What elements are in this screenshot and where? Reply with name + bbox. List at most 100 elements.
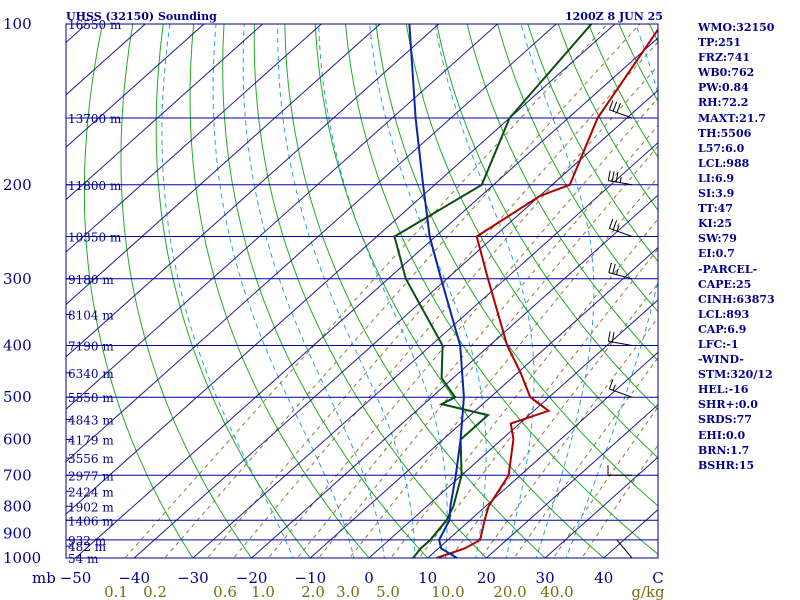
isotherm <box>66 24 499 410</box>
height-label: 482 m <box>68 540 107 554</box>
station-title: UHSS (32150) Sounding <box>66 10 217 23</box>
sounding-traces <box>393 24 658 558</box>
temperature-tick-label: −20 <box>236 569 268 587</box>
mixing-ratio-tick-label: 10.0 <box>431 583 464 600</box>
temperature-trace <box>436 27 658 558</box>
moist-adiabat <box>369 24 487 558</box>
isotherm <box>485 404 658 558</box>
dry-adiabat <box>527 24 658 263</box>
parcel-trace <box>408 24 465 558</box>
wind-barb-flag <box>607 170 611 181</box>
mixing-ratio-line <box>296 124 658 558</box>
height-label: 4843 m <box>68 413 114 427</box>
index-item: LCL:893 <box>698 307 750 321</box>
mixing-ratio-line <box>206 41 658 558</box>
index-item: FRZ:741 <box>698 51 751 65</box>
mixing-ratio-line <box>267 97 658 558</box>
height-label: 3556 m <box>68 452 114 466</box>
dry-adiabat <box>189 24 370 558</box>
temperature-tick-label: −40 <box>118 569 150 587</box>
moist-adiabat <box>242 24 385 558</box>
temperature-tick-label: 40 <box>594 569 613 587</box>
index-item: SW:79 <box>698 232 737 246</box>
index-item: WB0:762 <box>698 66 755 80</box>
wind-barb-flag <box>616 268 619 275</box>
moist-adiabat <box>161 24 294 558</box>
sounding-time: 1200Z 8 JUN 25 <box>565 10 663 23</box>
mixing-ratio-tick-label: 0.2 <box>143 583 167 600</box>
index-item: BSHR:15 <box>698 458 755 472</box>
dry-adiabat <box>253 24 488 558</box>
index-item: -WIND- <box>698 353 744 367</box>
index-item: SHR+:0.0 <box>698 398 758 412</box>
height-label: 13700 m <box>68 112 122 126</box>
isotherm <box>133 89 658 558</box>
isotherm <box>66 24 557 463</box>
index-item: LCL:988 <box>698 156 750 170</box>
wind-barb-flag <box>616 103 621 113</box>
isotherm <box>66 24 323 253</box>
wind-barb-flag <box>612 101 618 112</box>
moist-adiabat <box>565 24 658 558</box>
dry-adiabat <box>466 24 658 362</box>
dry-adiabat <box>314 24 605 558</box>
moist-adiabat <box>318 24 448 558</box>
wind-barbs <box>607 0 633 558</box>
height-label: 932 m <box>68 534 107 548</box>
moist-adiabat <box>212 24 355 558</box>
index-item: CAPE:25 <box>698 277 752 291</box>
isotherm <box>66 24 616 515</box>
index-item: TT:47 <box>698 202 733 216</box>
index-item: HEL:-16 <box>698 383 749 397</box>
wind-barb-staff <box>616 539 633 558</box>
wind-barb-flag <box>619 176 622 183</box>
mixing-ratio-tick-label: 2.0 <box>301 583 325 600</box>
isotherms <box>66 24 658 558</box>
height-label: 11800 m <box>68 179 122 193</box>
isotherm <box>66 24 205 148</box>
height-label: 8104 m <box>68 309 114 323</box>
wind-barb-flag <box>608 100 614 110</box>
wind-barb-flag <box>611 171 615 182</box>
isotherm <box>544 456 658 558</box>
mixing-ratio-line <box>124 24 608 558</box>
isotherm <box>426 351 658 558</box>
height-label: 2424 m <box>68 485 114 499</box>
temperature-tick-label: 20 <box>477 569 496 587</box>
mixing-ratio-line <box>390 218 658 558</box>
height-label: 10350 m <box>68 231 122 245</box>
dry-adiabat <box>284 24 546 558</box>
wind-barb-flag <box>615 0 622 7</box>
dewpoint-trace <box>393 24 593 558</box>
height-label: 9180 m <box>68 273 114 287</box>
index-item: L57:6.0 <box>698 141 745 155</box>
wind-barb-flag <box>608 379 614 390</box>
dry-adiabat <box>405 24 658 459</box>
index-item: RH:72.2 <box>698 96 749 110</box>
pressure-tick-label: 400 <box>3 337 32 355</box>
height-label: 1902 m <box>68 500 114 514</box>
isotherm <box>66 24 264 201</box>
mixing-ratio-line <box>317 145 658 558</box>
isotherm <box>66 24 381 306</box>
wind-barb-flag <box>608 218 614 229</box>
index-item: BRN:1.7 <box>698 443 750 457</box>
wind-barb-flag <box>607 331 611 342</box>
pressure-tick-label: 700 <box>3 466 32 484</box>
index-item: LFC:-1 <box>698 337 739 351</box>
index-item: EHI:0.0 <box>698 428 746 442</box>
pressure-tick-label: 900 <box>3 525 32 543</box>
moist-adiabat <box>434 24 535 558</box>
index-item: WMO:32150 <box>698 21 775 34</box>
dry-adiabat <box>222 24 429 558</box>
isobars <box>66 23 658 559</box>
mixing-ratio-tick-label: 40.0 <box>540 583 573 600</box>
isotherm <box>250 194 658 558</box>
wind-barb-flag <box>612 263 616 274</box>
isotherm <box>66 24 440 358</box>
wind-barb-flag <box>608 262 612 273</box>
height-label: 7190 m <box>68 340 114 354</box>
pressure-tick-label: 600 <box>3 431 32 449</box>
index-item: CINH:63873 <box>698 292 775 306</box>
